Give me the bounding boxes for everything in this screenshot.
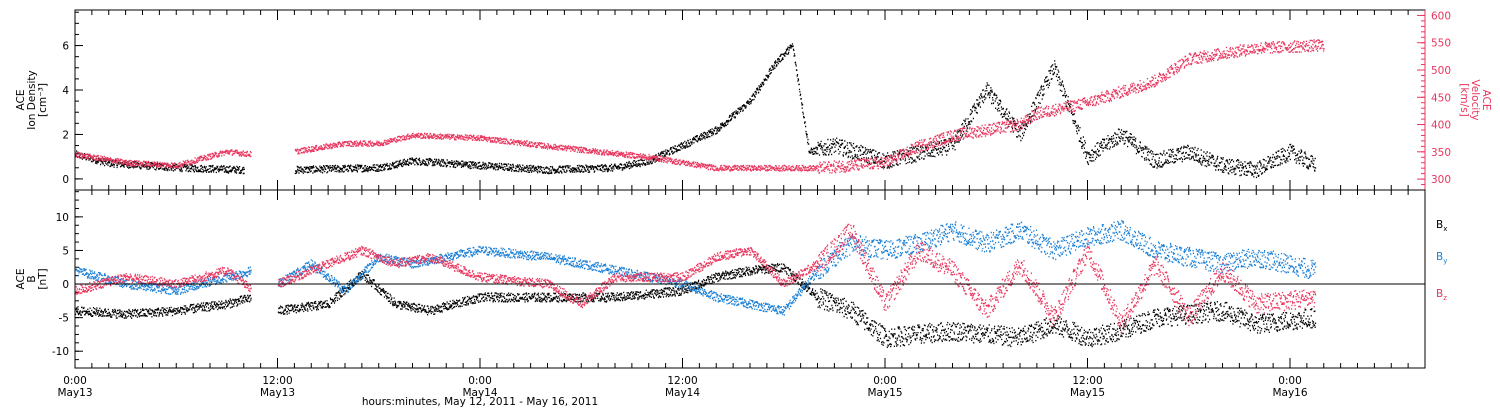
x-tick-time-label: 12:00 <box>667 375 697 387</box>
series-plasma-left <box>75 43 1317 179</box>
y-label-line: ACE <box>15 90 27 111</box>
y-tick-label: 10 <box>56 212 69 224</box>
y-right-label-line: Velocity <box>1469 79 1481 120</box>
y-tick-label: 5 <box>62 245 69 257</box>
x-tick-time-label: 0:00 <box>63 375 87 387</box>
x-tick-date-label: May16 <box>1272 387 1307 399</box>
y-right-tick-label: 350 <box>1431 147 1451 159</box>
label-layer: 0246300350400450500550600ACEVelocity[km/… <box>15 10 1492 399</box>
y-right-label-line: [km/s] <box>1458 83 1470 117</box>
y-tick-label: 0 <box>62 174 69 186</box>
frame-layer <box>74 9 1426 369</box>
series-By <box>75 219 1317 316</box>
legend-subscript: y <box>1443 257 1447 265</box>
y-tick-label: 4 <box>62 85 69 97</box>
y-label-line: ACE <box>15 269 27 290</box>
y-label-line: [nT] <box>37 268 49 289</box>
series-Bz <box>75 223 1317 334</box>
x-tick-date-label: May13 <box>260 387 295 399</box>
x-tick-time-label: 12:00 <box>1072 375 1102 387</box>
y-right-label-line: ACE <box>1480 90 1492 111</box>
x-tick-date-label: May14 <box>665 387 700 399</box>
x-tick-date-label: May15 <box>1070 387 1105 399</box>
x-tick-time-label: 0:00 <box>873 375 897 387</box>
y-tick-label: -5 <box>59 313 69 325</box>
y-axis-label-magnetic-field: ACE B [nT] <box>15 268 49 289</box>
y-right-tick-label: 550 <box>1431 38 1451 50</box>
x-tick-time-label: 0:00 <box>1278 375 1302 387</box>
y-label-line: [cm⁻³] <box>37 83 49 117</box>
x-axis-label: hours:minutes, May 12, 2011 - May 16, 20… <box>362 396 598 408</box>
y-tick-label: -10 <box>52 346 69 358</box>
y-right-tick-label: 600 <box>1431 10 1451 22</box>
legend-subscript: x <box>1443 225 1447 233</box>
y-label-line: Ion Density <box>26 70 38 129</box>
legend-label: Bx <box>1436 219 1447 233</box>
y-tick-label: 0 <box>62 279 69 291</box>
legend-entry-Bz: Bz <box>1436 288 1447 302</box>
legend-entry-Bx: Bx <box>1436 219 1447 233</box>
legend-entry-By: By <box>1436 251 1447 265</box>
x-tick-time-label: 12:00 <box>262 375 292 387</box>
y-label-line: B <box>26 275 38 282</box>
y-right-tick-label: 450 <box>1431 92 1451 104</box>
legend-label: Bz <box>1436 288 1447 302</box>
legend-label: By <box>1436 251 1447 265</box>
x-tick-date-label: May14 <box>462 387 497 399</box>
y-right-tick-label: 400 <box>1431 120 1451 132</box>
legend-subscript: z <box>1443 294 1447 302</box>
panel-frame-magnetic-field <box>74 189 1426 369</box>
y-right-tick-label: 300 <box>1431 174 1451 186</box>
x-tick-date-label: May13 <box>57 387 92 399</box>
y-tick-label: 2 <box>62 129 69 141</box>
y-right-tick-label: 500 <box>1431 65 1451 77</box>
y-axis-label-plasma: ACE Ion Density [cm⁻³] <box>15 70 49 129</box>
series-Bx <box>75 263 1317 348</box>
x-tick-date-label: May15 <box>867 387 902 399</box>
tick-layer <box>74 9 1426 369</box>
y-tick-label: 6 <box>62 41 69 53</box>
series-plasma-right <box>75 39 1325 174</box>
x-tick-time-label: 0:00 <box>468 375 492 387</box>
data-layer <box>75 39 1325 348</box>
